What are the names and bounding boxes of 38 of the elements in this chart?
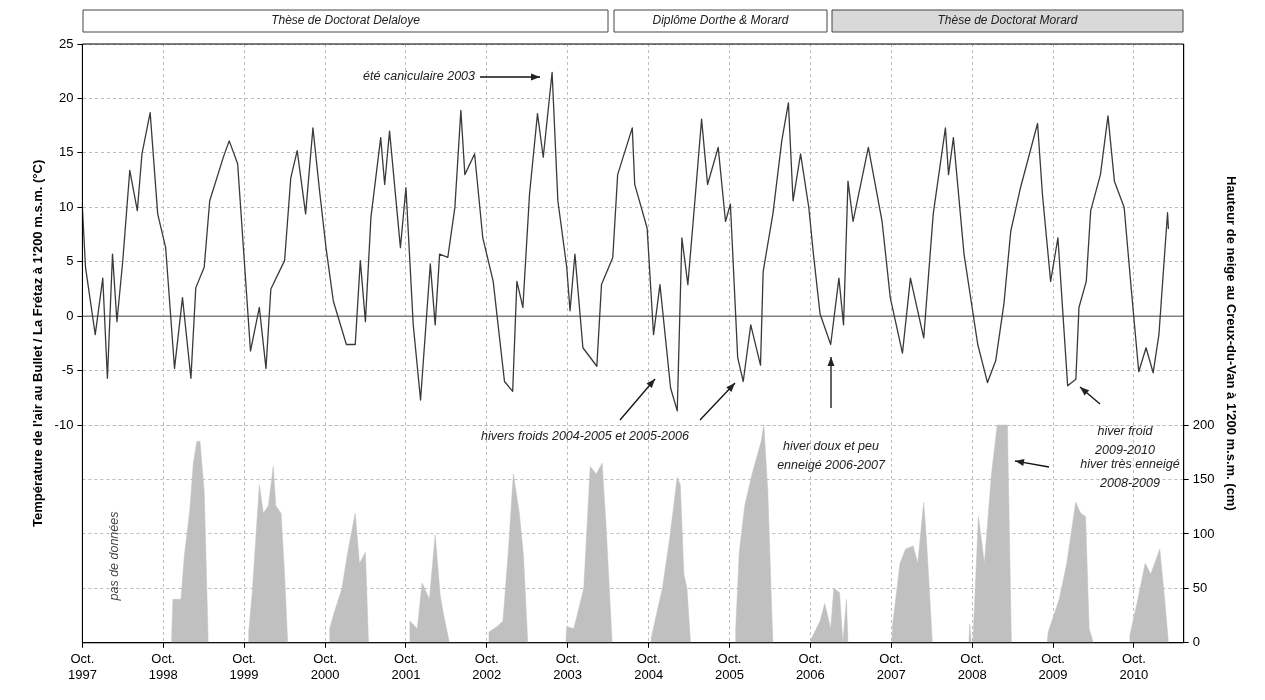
annotation: hivers froids 2004-2005 et 2005-2006 <box>481 429 689 444</box>
text: Thèse de Doctorat Delaloye <box>271 13 421 28</box>
y-tick-label: -10 <box>54 416 74 432</box>
y-axis-title: Température de l'air au Bullet / La Frétaz à 1'200 m.s.m. (°C) <box>30 159 46 528</box>
y-tick-label: 10 <box>58 198 74 214</box>
y2-tick-label: 100 <box>1192 525 1215 541</box>
x-tick-label: Oct. 2001 <box>391 651 421 682</box>
x-tick-label: Oct. 1999 <box>229 651 259 682</box>
annotation: été caniculaire 2003 <box>363 69 476 84</box>
annotation: pas de données <box>107 511 122 602</box>
y-tick-label: 25 <box>58 35 74 51</box>
y-tick-label: 15 <box>58 144 74 160</box>
annotation: hiver très enneigé 2008-2009 <box>1080 457 1180 491</box>
x-tick-label: Oct. 2002 <box>472 651 502 682</box>
text: Thèse de Doctorat Morard <box>937 13 1078 28</box>
y-tick-label: 20 <box>58 90 74 106</box>
x-tick-label: Oct. 2003 <box>553 651 583 682</box>
x-tick-label: Oct. 1997 <box>67 651 97 682</box>
y2-tick-label: 50 <box>1192 579 1208 595</box>
y-tick-label: 0 <box>66 307 74 323</box>
y2-tick-label: 150 <box>1192 471 1215 487</box>
x-tick-label: Oct. 1998 <box>148 651 178 682</box>
x-tick-label: Oct. 2005 <box>715 651 744 682</box>
x-tick-label: Oct. 2006 <box>795 651 825 682</box>
x-tick-label: Oct. 2007 <box>876 651 906 682</box>
x-tick-label: Oct. 2009 <box>1038 651 1068 682</box>
annotation: hiver doux et peu enneigé 2006-2007 <box>777 439 886 473</box>
y2-tick-label: 0 <box>1192 634 1200 650</box>
y-tick-label: -5 <box>61 362 74 378</box>
x-tick-label: Oct. 2004 <box>634 651 664 682</box>
x-tick-label: Oct. 2008 <box>957 651 987 682</box>
x-tick-label: Oct. 2000 <box>310 651 340 682</box>
y2-axis-title: Hauteur de neige au Creux-du-Van à 1'200 m.s.m. (cm) <box>1223 176 1239 511</box>
y2-tick-label: 200 <box>1192 416 1215 432</box>
text: Diplôme Dorthe & Morard <box>652 13 789 28</box>
y-tick-label: 5 <box>66 253 74 269</box>
annotation: hiver froid 2009-2010 <box>1094 424 1155 458</box>
x-tick-label: Oct. 2010 <box>1119 651 1149 682</box>
